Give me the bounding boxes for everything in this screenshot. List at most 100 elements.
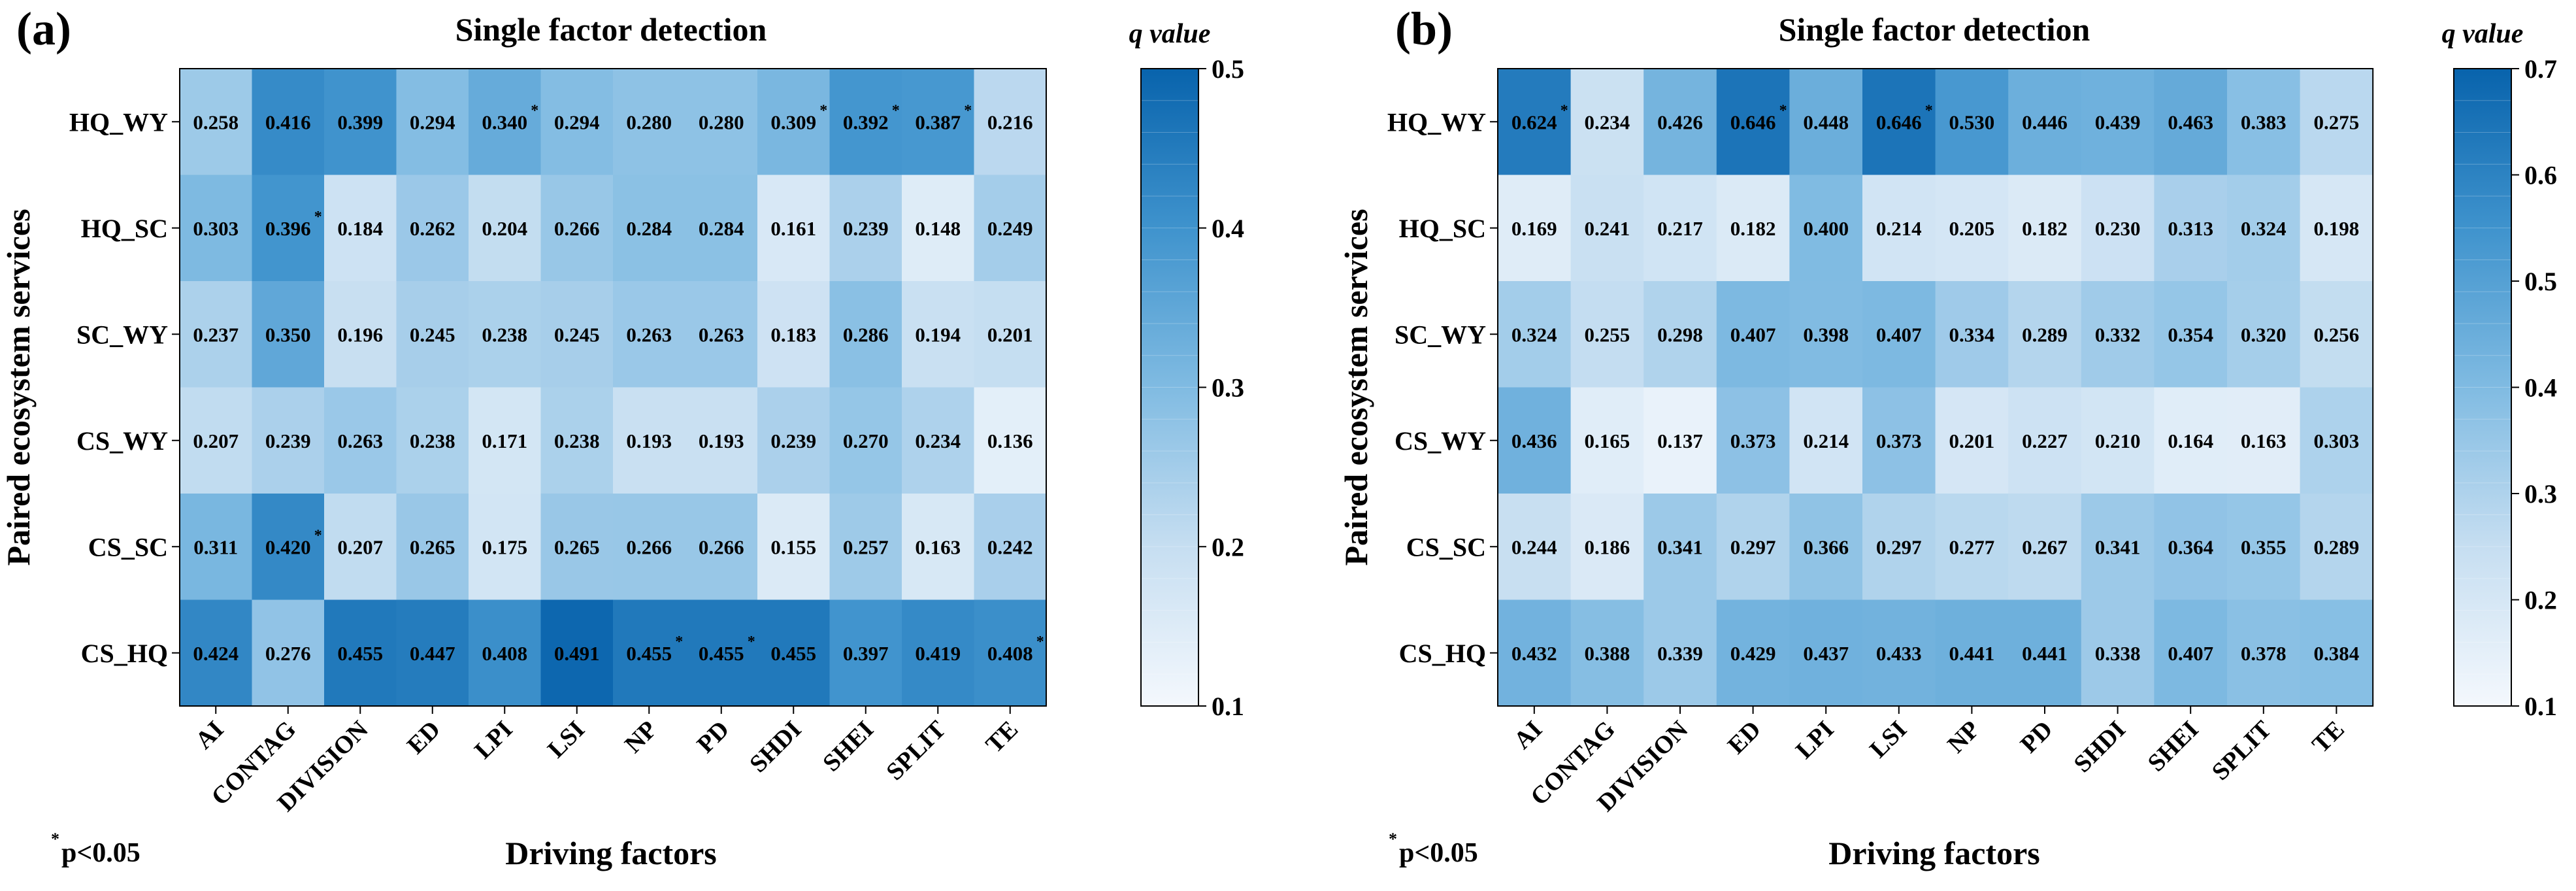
cell-value-label: 0.294	[410, 110, 455, 133]
colorbar-tick-label: 0.1	[1212, 692, 1244, 721]
y-tick-label: SC_WY	[1395, 320, 1486, 349]
colorbar-tick-label: 0.1	[2524, 692, 2557, 721]
heatmap-cell	[685, 175, 758, 282]
heatmap-cell	[396, 494, 469, 601]
heatmap-cell	[2008, 69, 2082, 176]
cell-value-label: 0.163	[915, 535, 961, 558]
heatmap-cell	[1935, 281, 2009, 388]
x-tick-label: LSI	[542, 716, 590, 764]
cell-value-label: 0.198	[2314, 217, 2360, 240]
heatmap-cell	[2008, 281, 2082, 388]
heatmap-cell	[252, 175, 325, 282]
heatmap-cell	[829, 281, 902, 388]
cell-value-label: 0.163	[2241, 429, 2287, 452]
cell-value-label: 0.284	[626, 217, 672, 240]
heatmap-cell	[324, 387, 397, 494]
significance-star: *	[1036, 633, 1044, 650]
cell-value-label: 0.204	[482, 217, 527, 240]
colorbar-tick-label: 0.2	[2524, 586, 2557, 615]
colorbar-tick-label: 0.4	[1212, 214, 1244, 243]
heatmap-cell	[180, 281, 253, 388]
cell-value-label: 0.183	[770, 323, 816, 346]
cell-value-label: 0.309	[770, 110, 816, 133]
cell-value-label: 0.324	[1511, 323, 1557, 346]
heatmap-cell	[1498, 175, 1572, 282]
heatmap-cell	[2300, 494, 2373, 601]
significance-star: *	[314, 209, 322, 226]
heatmap-cell	[757, 69, 831, 176]
heatmap-cell	[540, 281, 614, 388]
cell-value-label: 0.332	[2095, 323, 2141, 346]
y-tick-label: SC_WY	[76, 320, 168, 349]
cell-value-label: 0.244	[1511, 535, 1557, 558]
cell-value-label: 0.257	[843, 535, 889, 558]
cell-value-label: 0.436	[1511, 429, 1557, 452]
heatmap-cell	[1716, 281, 1790, 388]
heatmap-cell	[396, 175, 469, 282]
cell-value-label: 0.646	[1876, 110, 1922, 133]
cell-value-label: 0.214	[1803, 429, 1849, 452]
cell-value-label: 0.437	[1803, 642, 1849, 665]
cell-value-label: 0.426	[1657, 110, 1703, 133]
cell-value-label: 0.210	[2095, 429, 2141, 452]
heatmap-cell	[2081, 69, 2155, 176]
heatmap-cell	[1570, 494, 1644, 601]
heatmap-cell	[2008, 494, 2082, 601]
cell-value-label: 0.227	[2022, 429, 2068, 452]
heatmap-cell	[2227, 175, 2301, 282]
cell-value-label: 0.266	[699, 535, 744, 558]
cell-value-label: 0.441	[1949, 642, 1995, 665]
cell-value-label: 0.148	[915, 217, 961, 240]
cell-value-label: 0.338	[2095, 642, 2141, 665]
footnote-star: *	[51, 830, 59, 849]
cell-value-label: 0.407	[1876, 323, 1922, 346]
cell-value-label: 0.266	[626, 535, 672, 558]
cell-value-label: 0.341	[1657, 535, 1703, 558]
heatmap-cell	[1789, 599, 1863, 707]
y-tick-label: CS_HQ	[1399, 639, 1486, 668]
heatmap-cell	[324, 599, 397, 707]
heatmap-cell	[2227, 599, 2301, 707]
chart-title: Single factor detection	[1779, 11, 2090, 48]
cell-value-label: 0.646	[1730, 110, 1776, 133]
cell-value-label: 0.303	[2314, 429, 2360, 452]
heatmap-cell	[613, 599, 686, 707]
cell-value-label: 0.182	[1730, 217, 1776, 240]
cell-value-label: 0.378	[2241, 642, 2287, 665]
heatmap-cell	[2081, 494, 2155, 601]
colorbar-tick-label: 0.6	[2524, 161, 2557, 190]
cell-value-label: 0.432	[1511, 642, 1557, 665]
heatmap-cell	[252, 69, 325, 176]
cell-value-label: 0.366	[1803, 535, 1849, 558]
cell-value-label: 0.399	[337, 110, 383, 133]
x-tick-label: ED	[402, 716, 446, 760]
x-axis-title: Driving factors	[505, 835, 717, 871]
heatmap-cell	[469, 175, 542, 282]
cell-value-label: 0.169	[1511, 217, 1557, 240]
cell-value-label: 0.398	[1803, 323, 1849, 346]
heatmap-cell	[324, 175, 397, 282]
cell-value-label: 0.446	[2022, 110, 2068, 133]
heatmap-cell	[829, 387, 902, 494]
heatmap-cell	[1789, 494, 1863, 601]
cell-value-label: 0.196	[337, 323, 383, 346]
x-tick-label: TE	[981, 716, 1024, 759]
x-tick-label: AI	[1509, 716, 1548, 755]
heatmap-cell	[1862, 387, 1936, 494]
heatmap-cell	[1498, 281, 1572, 388]
cell-value-label: 0.324	[2241, 217, 2287, 240]
cell-value-label: 0.186	[1585, 535, 1630, 558]
colorbar-tick-label: 0.2	[1212, 532, 1244, 562]
heatmap-cell	[252, 494, 325, 601]
cell-value-label: 0.455	[337, 642, 383, 665]
footnote-text: p<0.05	[61, 838, 140, 868]
cell-value-label: 0.419	[915, 642, 961, 665]
cell-value-label: 0.155	[770, 535, 816, 558]
colorbar-tick-label: 0.7	[2524, 54, 2557, 84]
heatmap-cell	[1862, 69, 1936, 176]
cell-value-label: 0.400	[1803, 217, 1849, 240]
cell-value-label: 0.230	[2095, 217, 2141, 240]
cell-value-label: 0.207	[337, 535, 383, 558]
heatmap-cell	[902, 494, 975, 601]
